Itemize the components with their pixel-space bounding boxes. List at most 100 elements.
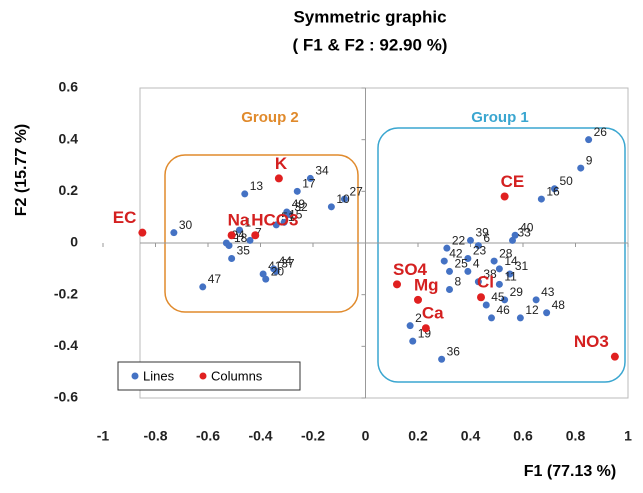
point-label: Cl — [477, 273, 494, 292]
legend-box — [117, 361, 301, 391]
point-label: 42 — [449, 246, 463, 260]
point — [495, 280, 503, 288]
point — [262, 275, 270, 283]
point-label: 11 — [504, 270, 517, 284]
y-tick-label: -0.4 — [54, 337, 78, 353]
point — [272, 267, 280, 275]
point — [170, 229, 178, 237]
y-tick-label: 0 — [70, 234, 78, 250]
point — [610, 352, 619, 361]
chart-title: Symmetric graphic — [293, 7, 446, 26]
point — [306, 174, 314, 182]
y-axis-label: F2 (15.77 %) — [13, 124, 30, 216]
legend-marker — [199, 372, 207, 380]
point-label: 4 — [473, 257, 480, 271]
point-label: Mg — [414, 275, 439, 294]
point — [414, 295, 422, 304]
point-label: 13 — [250, 179, 264, 193]
point — [440, 257, 448, 265]
point-label: 45 — [491, 290, 505, 304]
point — [477, 293, 485, 302]
point — [251, 231, 260, 240]
point — [280, 218, 288, 226]
point-label: 40 — [520, 220, 534, 234]
point-label: 20 — [271, 264, 285, 278]
point — [199, 283, 207, 291]
y-tick-label: 0.4 — [59, 130, 79, 146]
point-label: 12 — [525, 303, 539, 317]
point — [474, 242, 482, 250]
x-tick-label: 0.4 — [461, 428, 481, 444]
x-tick-label: -0.6 — [196, 428, 220, 444]
point-label: 38 — [483, 267, 497, 281]
point-label: 48 — [552, 298, 566, 312]
point — [467, 236, 474, 244]
point — [490, 257, 498, 265]
point-label: 15 — [289, 208, 303, 222]
point — [393, 280, 401, 289]
point-label: 9 — [586, 153, 593, 167]
point — [482, 301, 490, 309]
x-tick-label: -0.8 — [143, 428, 167, 444]
point — [272, 221, 280, 229]
point-label: 43 — [541, 285, 555, 299]
point-label: 39 — [476, 226, 490, 240]
point-label: 2 — [415, 311, 422, 325]
point-label: 29 — [510, 285, 524, 299]
point-label: 31 — [515, 259, 529, 273]
point — [446, 286, 453, 293]
point-label: 46 — [497, 303, 511, 317]
x-tick-label: -1 — [97, 428, 110, 444]
point — [293, 187, 301, 195]
x-tick-label: 0 — [362, 428, 370, 444]
point-label: 49 — [292, 197, 306, 211]
point — [500, 192, 509, 201]
point-label: 25 — [455, 257, 469, 271]
point-label: 44 — [279, 254, 293, 268]
point-label: 24 — [231, 228, 245, 242]
point — [495, 265, 503, 273]
point — [509, 236, 516, 244]
point — [488, 314, 495, 322]
x-tick-label: -0.4 — [248, 428, 272, 444]
point — [225, 242, 233, 250]
point — [241, 190, 249, 198]
y-tick-label: -0.6 — [54, 389, 78, 405]
point — [516, 314, 524, 322]
point — [285, 211, 293, 219]
group-2-box — [164, 154, 359, 313]
point — [341, 195, 348, 203]
point — [506, 270, 514, 278]
x-tick-label: 0.2 — [408, 428, 428, 444]
point — [585, 136, 593, 144]
point-label: 22 — [452, 233, 466, 247]
point-label: 18 — [234, 231, 248, 245]
point — [474, 278, 482, 286]
point-label: 6 — [483, 231, 490, 245]
point — [421, 324, 430, 333]
point-label: 30 — [179, 218, 193, 232]
y-tick-label: 0.2 — [59, 182, 79, 198]
point — [227, 231, 236, 240]
point-label: Ca — [422, 304, 444, 323]
point — [409, 337, 417, 345]
point-label: 34 — [315, 164, 329, 178]
group-label: Group 1 — [471, 109, 529, 126]
point-label: 7 — [255, 226, 262, 240]
point — [464, 255, 472, 262]
point-label: 32 — [294, 200, 308, 214]
x-tick-label: -0.2 — [301, 428, 325, 444]
group-1-box — [377, 127, 626, 383]
group-label: Group 2 — [241, 109, 299, 126]
x-axis-label: F1 (77.13 %) — [524, 463, 616, 480]
point — [543, 309, 551, 317]
x-tick-label: 0.6 — [513, 428, 533, 444]
y-tick-label: 0.6 — [59, 79, 79, 95]
point-label: 36 — [447, 344, 461, 358]
point — [464, 267, 472, 275]
point — [259, 270, 267, 278]
point-label: 33 — [518, 226, 532, 240]
point-label: 14 — [504, 254, 518, 268]
legend-marker — [131, 372, 139, 380]
point-label: 26 — [594, 125, 608, 139]
